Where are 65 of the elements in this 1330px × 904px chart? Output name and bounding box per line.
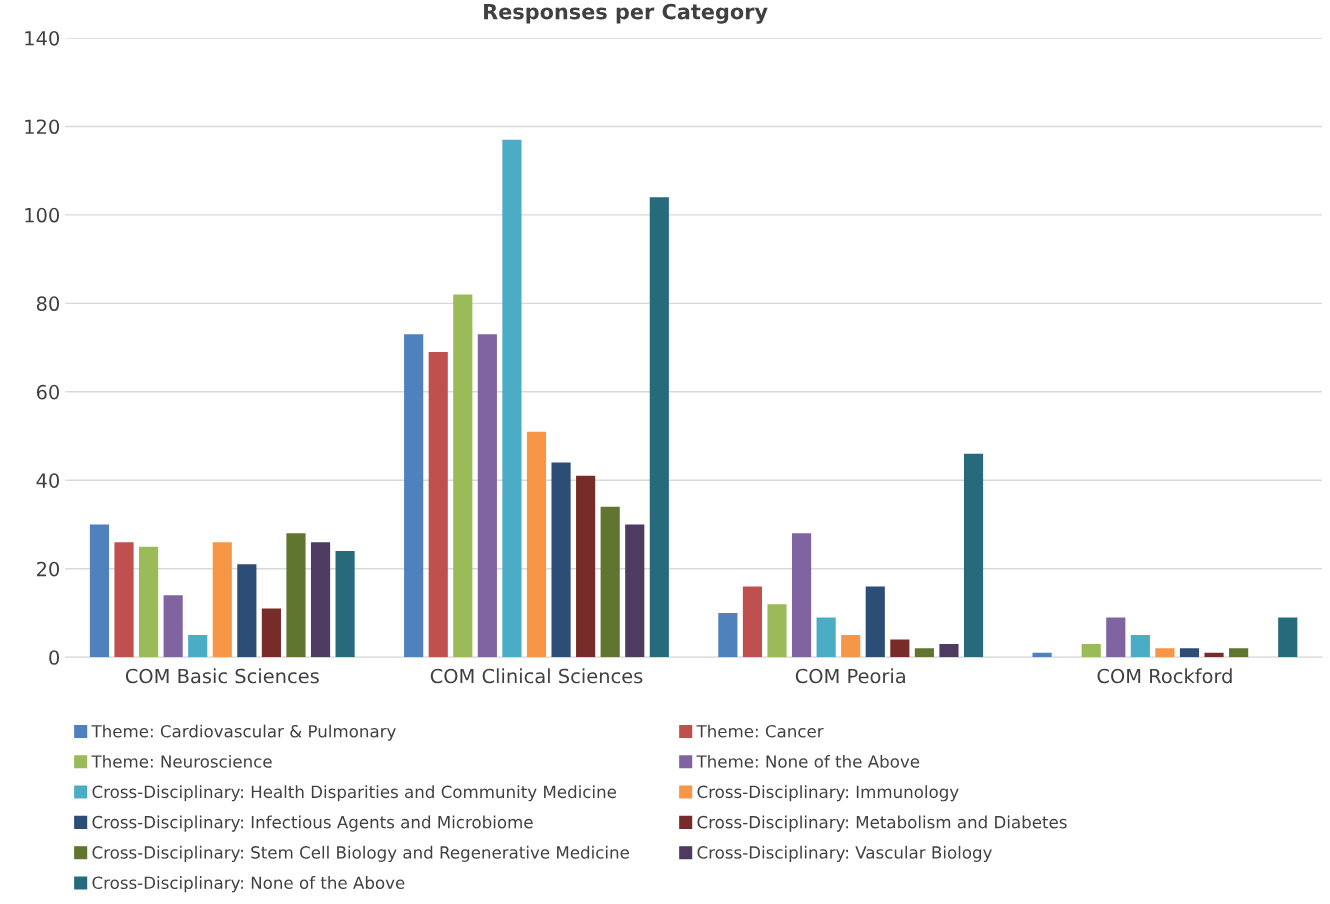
bar: [939, 643, 959, 658]
legend-label: Cross-Disciplinary: Infectious Agents and Microbiome: [92, 815, 533, 832]
bar: [600, 506, 620, 658]
bar: [428, 352, 448, 658]
bar: [649, 197, 669, 658]
bar: [261, 608, 281, 658]
bar: [576, 475, 596, 658]
bar: [453, 294, 473, 658]
legend-label: Theme: Neuroscience: [91, 754, 272, 768]
bar: [1229, 648, 1249, 658]
bar: [1179, 648, 1200, 658]
x-tick-label: COM Clinical Sciences: [430, 668, 643, 684]
legend-label: Cross-Disciplinary: Immunology: [697, 785, 959, 802]
bar: [139, 546, 159, 658]
legend-label: Cross-Disciplinary: None of the Above: [92, 876, 405, 893]
bar: [335, 551, 355, 658]
y-tick-label: 0: [49, 650, 60, 665]
bar: [742, 586, 763, 658]
bar: [163, 595, 183, 658]
y-tick-label: 20: [36, 561, 60, 577]
bar: [963, 453, 984, 658]
bar: [114, 542, 134, 658]
bar: [89, 524, 110, 658]
legend-label: Cross-Disciplinary: Metabolism and Diabetes: [697, 815, 1067, 832]
legend-label: Theme: Cardiovascular & Pulmonary: [91, 724, 396, 741]
legend-label: Cross-Disciplinary: Health Disparities and Community Medicine: [92, 785, 617, 802]
bar: [890, 639, 910, 658]
legend-label: Theme: Cancer: [696, 724, 824, 738]
bar: [286, 533, 306, 658]
legend-label: Cross-Disciplinary: Stem Cell Biology and Regenerative Medicine: [92, 845, 629, 862]
bar: [816, 617, 836, 658]
bar: [310, 542, 331, 658]
x-tick-label: COM Basic Sciences: [125, 668, 319, 684]
bar: [767, 604, 787, 658]
bar: [1106, 617, 1126, 658]
bar: [1130, 635, 1150, 658]
bar: [791, 533, 812, 658]
bar: [551, 462, 571, 658]
bar: [237, 564, 257, 658]
bar: [1081, 643, 1101, 658]
y-tick-label: 140: [25, 30, 60, 46]
y-tick-label: 60: [36, 384, 60, 400]
legend-label: Theme: None of the Above: [696, 754, 920, 768]
bar: [502, 139, 522, 658]
bar: [625, 524, 645, 658]
bar: [841, 635, 861, 658]
y-tick-label: 40: [36, 473, 60, 488]
bar: [914, 648, 934, 658]
bar: [188, 635, 208, 658]
bar: [404, 334, 424, 658]
bar: [865, 586, 885, 658]
bar: [477, 334, 497, 658]
bar: [1278, 617, 1298, 658]
x-tick-label: COM Rockford: [1097, 668, 1232, 684]
bar: [212, 542, 232, 658]
bar: [1204, 652, 1224, 658]
y-tick-label: 120: [25, 119, 60, 135]
x-tick-label: COM Peoria: [795, 668, 905, 684]
y-tick-label: 100: [25, 207, 60, 223]
bar: [526, 431, 547, 658]
bar: [1155, 648, 1175, 658]
chart-title: Responses per Category: [484, 3, 768, 24]
y-tick-label: 80: [36, 296, 60, 312]
legend-label: Cross-Disciplinary: Vascular Biology: [697, 845, 992, 862]
bar: [718, 612, 738, 658]
